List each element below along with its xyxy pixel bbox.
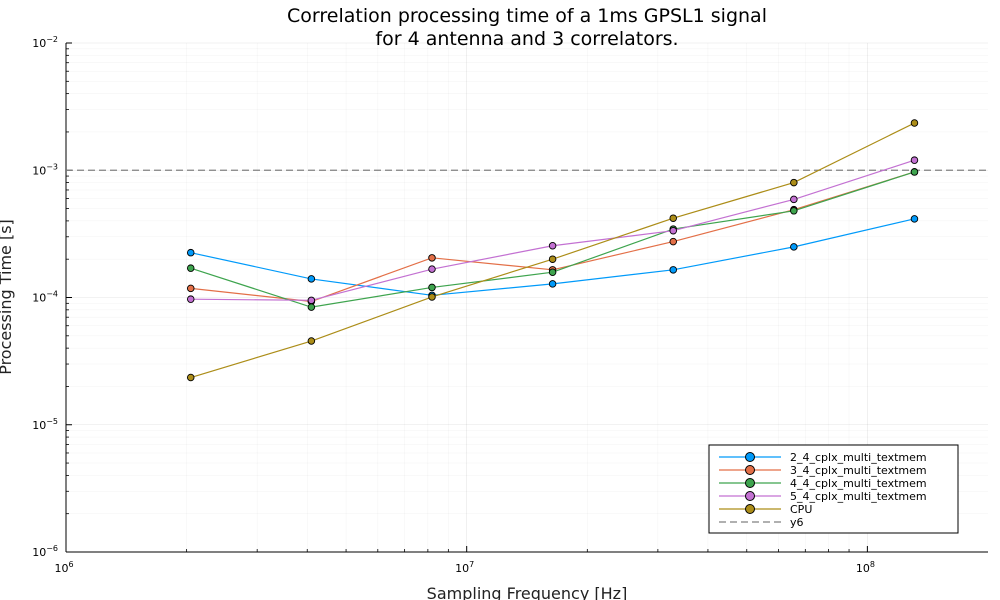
data-point bbox=[910, 119, 919, 127]
legend-marker bbox=[745, 504, 755, 514]
data-point bbox=[307, 303, 316, 311]
data-point bbox=[428, 265, 436, 273]
data-point bbox=[910, 215, 919, 223]
y-tick-label: 10−2 bbox=[32, 35, 58, 50]
y-tick-label: 10−4 bbox=[32, 290, 58, 305]
legend-label: 3_4_cplx_multi_textmem bbox=[790, 464, 927, 477]
series-line-5_4_cplx_multi_textmem bbox=[190, 159, 915, 301]
y-tick-label: 10−3 bbox=[32, 162, 58, 177]
legend-item: CPU bbox=[719, 503, 812, 516]
data-point bbox=[307, 337, 316, 345]
y-tick-label-base: 10 bbox=[32, 419, 46, 432]
legend-item: 2_4_cplx_multi_textmem bbox=[719, 451, 927, 464]
legend-label: 4_4_cplx_multi_textmem bbox=[790, 477, 927, 490]
data-point bbox=[548, 280, 557, 288]
data-point bbox=[548, 242, 557, 250]
data-point bbox=[669, 214, 677, 222]
legend-label: CPU bbox=[790, 503, 812, 516]
x-tick-label-exponent: 6 bbox=[68, 560, 73, 569]
legend-item: y6 bbox=[719, 516, 804, 529]
data-point bbox=[428, 254, 436, 262]
data-point bbox=[186, 284, 195, 293]
x-tick-label: 106 bbox=[54, 560, 73, 575]
x-tick-label-exponent: 8 bbox=[870, 560, 875, 569]
x-tick-label-base: 10 bbox=[856, 562, 870, 575]
data-point bbox=[790, 207, 798, 215]
data-point bbox=[910, 168, 919, 176]
legend-item: 5_4_cplx_multi_textmem bbox=[719, 490, 927, 503]
x-tick-label-exponent: 7 bbox=[469, 560, 474, 569]
x-tick-label: 108 bbox=[856, 560, 875, 575]
data-point bbox=[669, 266, 677, 274]
data-point bbox=[186, 248, 195, 257]
chart-title-line-1: Correlation processing time of a 1ms GPS… bbox=[287, 5, 767, 27]
data-point bbox=[548, 268, 557, 276]
x-axis-label: Sampling Frequency [Hz] bbox=[427, 584, 628, 600]
series-CPU bbox=[186, 119, 919, 382]
legend: 2_4_cplx_multi_textmem3_4_cplx_multi_tex… bbox=[708, 444, 959, 534]
data-point bbox=[790, 243, 798, 251]
series-line-CPU bbox=[190, 122, 915, 379]
y-tick-label: 10−5 bbox=[32, 417, 58, 432]
data-point bbox=[307, 296, 316, 305]
legend-label: 5_4_cplx_multi_textmem bbox=[790, 490, 927, 503]
y-tick-label-exponent: −5 bbox=[46, 417, 58, 426]
legend-label: 2_4_cplx_multi_textmem bbox=[790, 451, 927, 464]
y-axis-label: Processing Time [s] bbox=[0, 219, 15, 375]
y-tick-label: 10−6 bbox=[32, 544, 58, 559]
series-layer bbox=[66, 119, 988, 382]
data-point bbox=[186, 373, 195, 382]
data-point bbox=[186, 264, 195, 272]
y-tick-label-base: 10 bbox=[32, 37, 46, 50]
data-point bbox=[669, 226, 677, 235]
data-point bbox=[910, 156, 919, 164]
x-tick-label-base: 10 bbox=[455, 562, 469, 575]
legend-marker bbox=[745, 452, 755, 462]
data-point bbox=[428, 283, 436, 292]
legend-item: 3_4_cplx_multi_textmem bbox=[719, 464, 927, 477]
data-point bbox=[186, 295, 195, 303]
y-tick-label-base: 10 bbox=[32, 292, 46, 305]
data-point bbox=[669, 237, 677, 246]
text-layer: Correlation processing time of a 1ms GPS… bbox=[0, 5, 767, 600]
chart-title-line-2: for 4 antenna and 3 correlators. bbox=[375, 28, 678, 50]
legend-label: y6 bbox=[790, 516, 804, 529]
y-tick-label-exponent: −4 bbox=[46, 290, 58, 299]
y-tick-label-base: 10 bbox=[32, 164, 46, 177]
x-tick-label-base: 10 bbox=[54, 562, 68, 575]
data-point bbox=[790, 195, 798, 204]
legend-marker bbox=[745, 491, 755, 501]
data-point bbox=[548, 255, 557, 263]
legend-item: 4_4_cplx_multi_textmem bbox=[719, 477, 927, 490]
data-point bbox=[790, 178, 798, 187]
y-tick-label-base: 10 bbox=[32, 546, 46, 559]
data-point bbox=[307, 275, 316, 283]
y-tick-label-exponent: −3 bbox=[46, 162, 58, 171]
x-tick-label: 107 bbox=[455, 560, 474, 575]
series-5_4_cplx_multi_textmem bbox=[186, 156, 919, 305]
y-tick-label-exponent: −2 bbox=[46, 35, 58, 44]
data-point bbox=[428, 293, 436, 301]
legend-marker bbox=[745, 478, 755, 488]
legend-marker bbox=[745, 465, 755, 475]
y-tick-label-exponent: −6 bbox=[46, 544, 58, 553]
